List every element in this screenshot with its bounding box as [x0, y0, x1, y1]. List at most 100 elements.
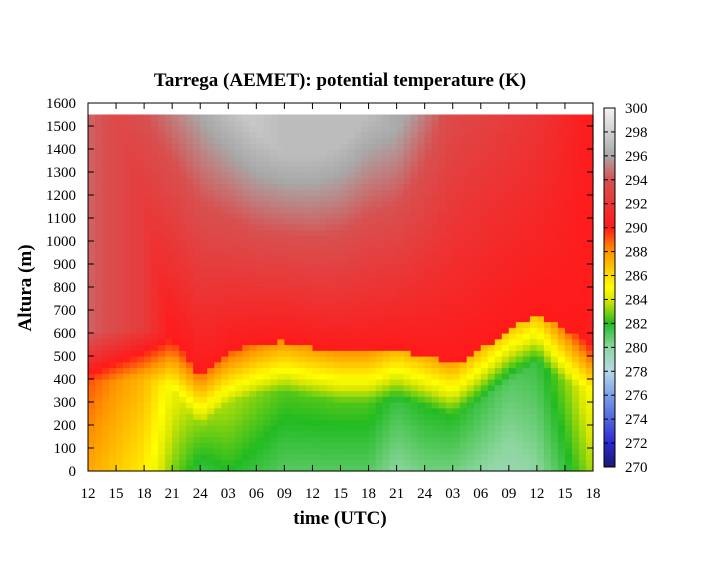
heatmap-cell: [312, 384, 321, 392]
heatmap-cell: [438, 430, 447, 438]
heatmap-cell: [459, 120, 468, 127]
heatmap-cell: [319, 379, 328, 386]
heatmap-cell: [312, 281, 321, 288]
heatmap-cell: [564, 465, 573, 472]
heatmap-cell: [571, 402, 580, 409]
heatmap-cell: [123, 304, 131, 311]
x-tick-label: 09: [501, 486, 516, 502]
heatmap-cell: [172, 310, 180, 317]
heatmap-cell: [137, 241, 145, 248]
heatmap-cell: [312, 143, 321, 150]
heatmap-cell: [123, 200, 131, 208]
heatmap-cell: [277, 459, 285, 466]
heatmap-cell: [333, 333, 342, 340]
x-tick-label: 12: [81, 486, 96, 502]
heatmap-cell: [452, 223, 461, 231]
heatmap-cell: [277, 149, 285, 156]
heatmap-cell: [473, 442, 482, 449]
heatmap-cell: [193, 223, 201, 231]
heatmap-cell: [473, 154, 482, 162]
heatmap-cell: [585, 154, 594, 162]
heatmap-cell: [501, 338, 510, 346]
heatmap-cell: [571, 149, 580, 156]
heatmap-cell: [361, 229, 370, 236]
heatmap-cell: [137, 384, 145, 392]
heatmap-cell: [417, 258, 426, 265]
heatmap-cell: [242, 160, 250, 167]
heatmap-cell: [319, 459, 328, 466]
heatmap-cell: [578, 131, 587, 139]
heatmap-cell: [165, 407, 173, 415]
heatmap-cell: [165, 465, 173, 472]
heatmap-cell: [494, 327, 503, 334]
heatmap-cell: [151, 189, 159, 196]
heatmap-cell: [200, 177, 208, 185]
heatmap-cell: [102, 419, 110, 426]
heatmap-cell: [179, 149, 187, 156]
heatmap-cell: [473, 258, 482, 265]
heatmap-cell: [368, 396, 377, 403]
heatmap-cell: [354, 223, 363, 231]
heatmap-cell: [319, 114, 328, 121]
heatmap-cell: [445, 356, 454, 363]
heatmap-cell: [389, 183, 398, 190]
heatmap-cell: [368, 350, 377, 357]
heatmap-cell: [508, 183, 517, 190]
heatmap-cell: [312, 327, 321, 334]
heatmap-cell: [347, 321, 356, 328]
heatmap-cell: [123, 356, 131, 363]
heatmap-cell: [326, 459, 335, 466]
heatmap-cell: [564, 315, 573, 323]
heatmap-cell: [151, 160, 159, 167]
heatmap-cell: [95, 407, 103, 415]
heatmap-cell: [291, 183, 300, 190]
heatmap-cell: [179, 453, 187, 461]
heatmap-cell: [256, 390, 264, 397]
heatmap-cell: [109, 310, 117, 317]
heatmap-cell: [95, 246, 103, 254]
y-tick-label: 1600: [46, 96, 76, 112]
heatmap-cell: [88, 149, 96, 156]
heatmap-cell: [151, 275, 159, 282]
heatmap-cell: [333, 120, 342, 127]
heatmap-cell: [480, 120, 489, 127]
heatmap-cell: [473, 402, 482, 409]
heatmap-cell: [347, 252, 356, 259]
heatmap-cell: [557, 419, 566, 426]
heatmap-cell: [459, 367, 468, 374]
heatmap-cell: [543, 321, 552, 328]
heatmap-cell: [333, 390, 342, 397]
heatmap-cell: [340, 177, 349, 185]
heatmap-cell: [116, 448, 124, 455]
heatmap-cell: [550, 327, 559, 334]
heatmap-cell: [200, 195, 208, 202]
heatmap-cell: [459, 430, 468, 438]
heatmap-cell: [165, 425, 173, 432]
heatmap-cell: [158, 195, 166, 202]
heatmap-cell: [193, 402, 201, 409]
heatmap-cell: [207, 137, 215, 144]
heatmap-cell: [564, 149, 573, 156]
heatmap-cell: [480, 195, 489, 202]
heatmap-cell: [200, 131, 208, 139]
heatmap-cell: [221, 304, 229, 311]
heatmap-cell: [361, 448, 370, 455]
heatmap-cell: [424, 223, 433, 231]
heatmap-cell: [445, 229, 454, 236]
heatmap-cell: [186, 212, 194, 219]
heatmap-cell: [179, 379, 187, 386]
heatmap-cell: [172, 154, 180, 162]
heatmap-cell: [200, 281, 208, 288]
heatmap-cell: [417, 298, 426, 305]
heatmap-cell: [529, 344, 538, 351]
heatmap-cell: [403, 252, 412, 259]
heatmap-cell: [221, 149, 229, 156]
heatmap-cell: [466, 206, 475, 213]
heatmap-cell: [263, 373, 271, 380]
heatmap-cell: [291, 373, 300, 380]
heatmap-cell: [571, 206, 580, 213]
heatmap-cell: [284, 229, 292, 236]
heatmap-cell: [151, 206, 159, 213]
heatmap-cell: [242, 143, 250, 150]
heatmap-cell: [347, 160, 356, 167]
